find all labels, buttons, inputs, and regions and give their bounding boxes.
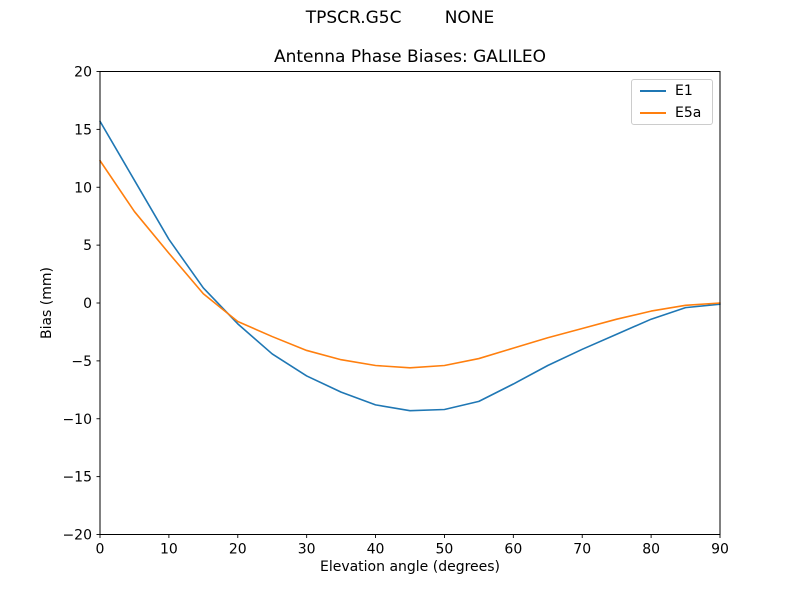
legend-item-e1: E1 <box>640 83 712 99</box>
y-tick-label: 0 <box>83 296 92 312</box>
axes-frame <box>99 71 721 535</box>
y-tick-label: −15 <box>62 470 92 486</box>
x-tick-label: 50 <box>436 542 454 558</box>
y-tick-label: 10 <box>74 180 92 196</box>
legend: E1 E5a <box>631 79 713 125</box>
e5a-line-swatch <box>640 112 666 114</box>
series-line-e5a <box>99 159 721 369</box>
y-tick-label: 15 <box>74 122 92 138</box>
x-tick-label: 20 <box>229 542 247 558</box>
x-tick-label: 0 <box>96 542 105 558</box>
y-tick-label: −20 <box>62 528 92 544</box>
x-tick-label: 80 <box>642 542 660 558</box>
y-tick-label: −5 <box>71 354 92 370</box>
x-tick-label: 60 <box>504 542 522 558</box>
y-tick-label: −10 <box>62 412 92 428</box>
x-tick-label: 30 <box>298 542 316 558</box>
e1-line-swatch <box>640 90 666 92</box>
x-axis-label: Elevation angle (degrees) <box>319 559 501 575</box>
x-tick-label: 70 <box>573 542 591 558</box>
y-axis-label: Bias (mm) <box>39 266 55 340</box>
y-tick-label: 20 <box>74 65 92 81</box>
x-tick-label: 10 <box>160 542 178 558</box>
figure-suptitle: TPSCR.G5C NONE <box>305 8 495 28</box>
series-line-e1 <box>99 120 721 412</box>
y-tick-label: 5 <box>83 238 92 254</box>
legend-label-e1: E1 <box>675 83 693 99</box>
x-tick-label: 40 <box>367 542 385 558</box>
x-tick-label: 90 <box>711 542 729 558</box>
legend-label-e5a: E5a <box>675 105 702 121</box>
chart-title: Antenna Phase Biases: GALILEO <box>273 47 547 67</box>
legend-item-e5a: E5a <box>640 105 712 121</box>
